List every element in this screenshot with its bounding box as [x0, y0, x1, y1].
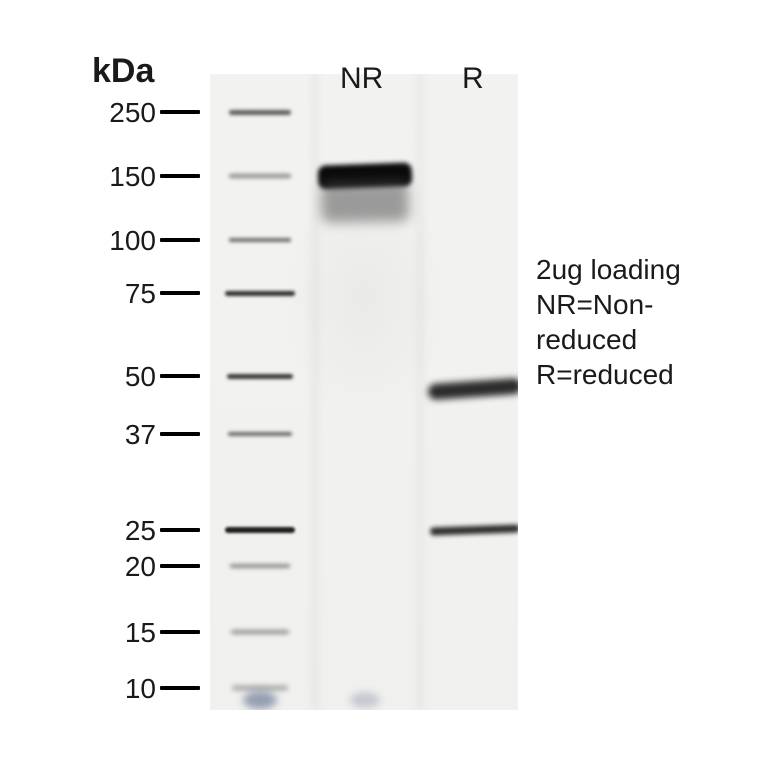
loading-annotation: 2ug loadingNR=Non-reducedR=reduced [536, 252, 756, 392]
mw-label-150: 150 [109, 161, 156, 193]
r-band-1 [430, 524, 518, 535]
mw-tick-50 [160, 374, 200, 378]
annotation-line-0: 2ug loading [536, 252, 756, 287]
ladder-band-75 [225, 291, 295, 296]
mw-label-75: 75 [125, 278, 156, 310]
ladder-band-37 [228, 432, 292, 436]
ladder-band-100 [229, 238, 291, 242]
dye-front-nr [350, 692, 380, 708]
gel-image [210, 74, 518, 710]
mw-label-37: 37 [125, 419, 156, 451]
ladder-band-25 [225, 527, 295, 533]
annotation-line-3: R=reduced [536, 357, 756, 392]
ladder-band-250 [229, 110, 291, 115]
dye-front-ladder [243, 691, 277, 709]
nr-band-1 [321, 181, 410, 223]
mw-tick-150 [160, 174, 200, 178]
mw-label-50: 50 [125, 361, 156, 393]
ladder-band-15 [231, 630, 289, 634]
mw-tick-10 [160, 686, 200, 690]
ladder-band-150 [229, 174, 291, 178]
r-band-0 [428, 378, 518, 401]
ladder-band-10 [232, 686, 288, 690]
lane-header-r: R [462, 62, 484, 96]
mw-label-15: 15 [125, 617, 156, 649]
mw-label-20: 20 [125, 551, 156, 583]
kda-header: kDa [92, 52, 154, 91]
mw-label-100: 100 [109, 225, 156, 257]
ladder-band-50 [227, 374, 293, 379]
mw-label-250: 250 [109, 97, 156, 129]
annotation-line-2: reduced [536, 322, 756, 357]
mw-label-25: 25 [125, 515, 156, 547]
ladder-band-20 [230, 564, 290, 568]
mw-tick-37 [160, 432, 200, 436]
mw-tick-15 [160, 630, 200, 634]
mw-tick-25 [160, 528, 200, 532]
mw-tick-20 [160, 564, 200, 568]
mw-tick-250 [160, 110, 200, 114]
mw-tick-75 [160, 291, 200, 295]
annotation-line-1: NR=Non- [536, 287, 756, 322]
mw-tick-100 [160, 238, 200, 242]
lane-header-nr: NR [340, 62, 383, 96]
mw-label-10: 10 [125, 673, 156, 705]
